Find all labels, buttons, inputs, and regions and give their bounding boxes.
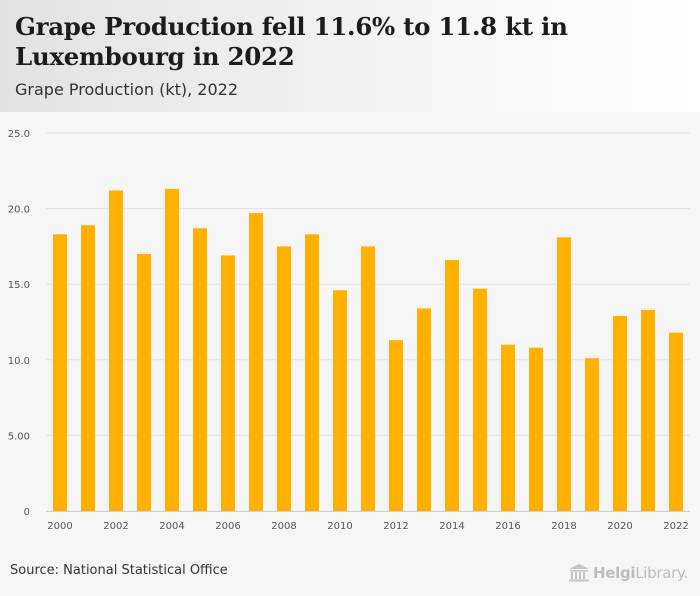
y-tick-label: 10.0 — [8, 356, 30, 367]
header: Grape Production fell 11.6% to 11.8 kt i… — [0, 0, 700, 112]
x-tick-label: 2020 — [607, 521, 632, 532]
bar — [557, 237, 571, 511]
x-tick-label: 2008 — [271, 521, 296, 532]
bar — [165, 188, 179, 511]
x-tick-label: 2016 — [495, 521, 520, 532]
chart-area: 0 5.00 10.0 15.0 20.0 25.0 2000 2002 2004 2006 200… — [0, 112, 700, 542]
source-note: Source: National Statistical Office — [10, 563, 228, 578]
bar — [305, 234, 319, 511]
bar — [613, 315, 627, 511]
bar — [585, 358, 599, 511]
bar — [445, 260, 459, 511]
x-tick-label: 2010 — [327, 521, 352, 532]
x-tick-label: 2014 — [439, 521, 464, 532]
bar — [249, 213, 263, 512]
bar — [669, 332, 683, 511]
bar — [221, 255, 235, 511]
bar — [361, 246, 375, 511]
x-tick-label: 2006 — [215, 521, 240, 532]
x-tick-label: 2018 — [551, 521, 576, 532]
bar — [109, 190, 123, 511]
bar — [501, 344, 515, 511]
helgi-library-logo: HelgiLibrary. — [568, 561, 688, 585]
bar — [53, 234, 67, 511]
y-tick-label: 0 — [24, 507, 30, 518]
y-tick-label: 25.0 — [8, 129, 30, 140]
chart-subtitle: Grape Production (kt), 2022 — [15, 80, 238, 99]
bar — [81, 225, 95, 511]
x-tick-label: 2000 — [47, 521, 72, 532]
y-tick-label: 20.0 — [8, 205, 30, 216]
bar — [277, 246, 291, 511]
brand-name: HelgiLibrary. — [593, 564, 688, 582]
bar — [641, 309, 655, 511]
library-building-icon — [569, 564, 589, 582]
bar — [333, 290, 347, 511]
bar — [529, 347, 543, 511]
chart-title: Grape Production fell 11.6% to 11.8 kt i… — [15, 12, 568, 71]
y-tick-label: 15.0 — [8, 280, 30, 291]
bar — [473, 288, 487, 511]
x-tick-label: 2002 — [103, 521, 128, 532]
bar — [193, 228, 207, 512]
bar — [389, 340, 403, 511]
x-tick-label: 2004 — [159, 521, 184, 532]
bar-chart: 0 5.00 10.0 15.0 20.0 25.0 2000 2002 2004 2006 200… — [8, 129, 690, 532]
x-tick-label: 2012 — [383, 521, 408, 532]
bar — [417, 308, 431, 511]
bar — [137, 253, 151, 511]
x-tick-label: 2022 — [663, 521, 688, 532]
y-tick-label: 5.00 — [8, 431, 30, 442]
